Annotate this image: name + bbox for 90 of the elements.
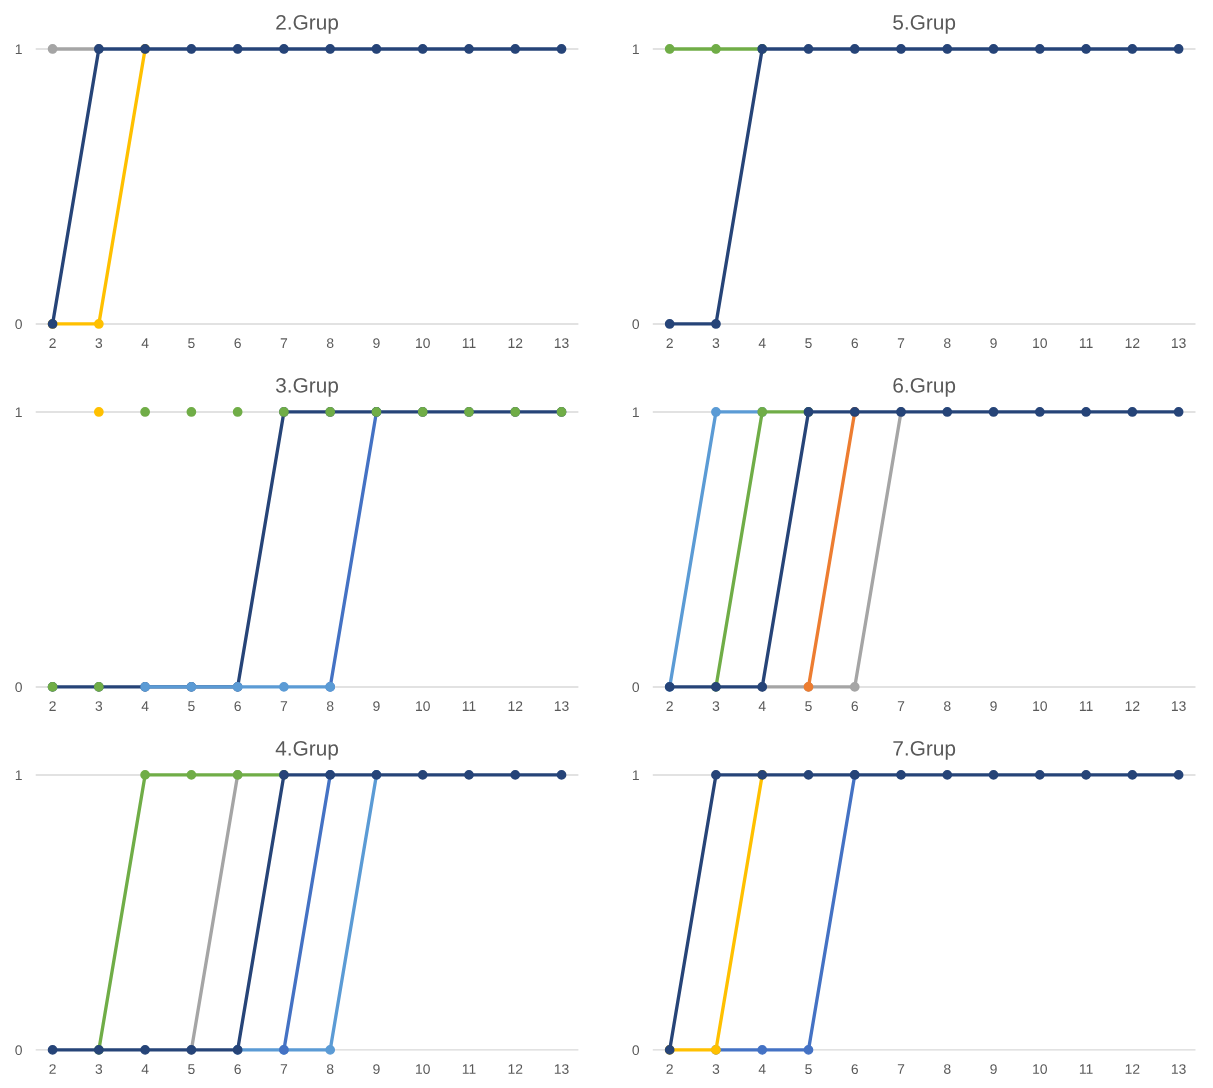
y-tick-label: 0 <box>15 682 22 693</box>
x-tick-label: 12 <box>1125 701 1140 711</box>
x-tick-label: 3 <box>95 338 103 349</box>
x-tick-label: 9 <box>373 701 380 712</box>
x-tick-label: 10 <box>1033 701 1047 712</box>
x-tick-label: 13 <box>1171 701 1186 712</box>
x-tick-label: 8 <box>326 338 334 349</box>
x-tick-label: 11 <box>462 338 476 348</box>
x-tick-label: 7 <box>280 338 288 348</box>
chart-title: 6.Grup <box>893 377 956 397</box>
x-tick-label: 7 <box>280 701 288 711</box>
x-tick-label: 9 <box>990 1064 997 1075</box>
x-tick-label: 13 <box>554 338 569 349</box>
x-tick-label: 9 <box>990 338 997 349</box>
y-tick-label: 0 <box>15 319 22 330</box>
x-tick-label: 8 <box>944 701 951 712</box>
x-tick-label: 12 <box>508 701 523 711</box>
y-tick-label: 1 <box>15 44 22 54</box>
x-tick-label: 8 <box>326 1064 334 1075</box>
x-tick-label: 6 <box>234 701 241 712</box>
x-tick-label: 5 <box>188 1064 195 1075</box>
x-tick-label: 4 <box>758 338 766 348</box>
x-tick-label: 3 <box>95 701 103 712</box>
x-tick-label: 4 <box>758 701 766 711</box>
x-tick-label: 2 <box>49 701 56 711</box>
chart-title: 5.Grup <box>893 14 956 34</box>
x-tick-label: 13 <box>1171 1064 1186 1075</box>
x-tick-label: 6 <box>851 1064 858 1075</box>
x-tick-label: 8 <box>326 701 334 712</box>
y-tick-label: 0 <box>632 319 640 330</box>
x-tick-label: 6 <box>851 701 858 712</box>
x-tick-label: 11 <box>1079 338 1093 348</box>
x-tick-label: 7 <box>897 1064 905 1074</box>
x-tick-label: 4 <box>141 338 149 348</box>
x-tick-label: 2 <box>666 1064 673 1074</box>
x-tick-label: 5 <box>805 1064 812 1075</box>
x-tick-label: 11 <box>1079 1064 1093 1074</box>
x-tick-label: 3 <box>95 1064 103 1075</box>
x-tick-label: 4 <box>141 701 149 711</box>
y-tick-label: 1 <box>632 770 639 780</box>
x-tick-label: 7 <box>280 1064 288 1074</box>
y-tick-label: 0 <box>632 1045 640 1056</box>
x-tick-label: 13 <box>554 701 569 712</box>
x-tick-label: 10 <box>416 338 430 349</box>
x-tick-label: 10 <box>1033 1064 1047 1075</box>
x-tick-label: 13 <box>554 1064 569 1075</box>
y-tick-label: 1 <box>632 407 639 417</box>
x-tick-label: 7 <box>897 701 905 711</box>
x-tick-label: 11 <box>462 701 476 711</box>
x-tick-label: 3 <box>712 701 720 712</box>
x-tick-label: 2 <box>49 338 56 348</box>
x-tick-label: 8 <box>944 1064 951 1075</box>
y-tick-label: 1 <box>15 770 22 780</box>
x-tick-label: 9 <box>373 338 380 349</box>
chart-title: 7.Grup <box>893 740 956 760</box>
y-tick-label: 0 <box>15 1045 22 1056</box>
x-tick-label: 12 <box>1125 1064 1140 1074</box>
x-tick-label: 3 <box>712 338 720 349</box>
x-tick-label: 5 <box>188 701 195 712</box>
x-tick-label: 3 <box>712 1064 720 1075</box>
x-tick-label: 2 <box>666 701 673 711</box>
x-tick-label: 10 <box>416 701 430 712</box>
x-tick-label: 5 <box>805 701 812 712</box>
y-tick-label: 1 <box>15 407 22 417</box>
chart-title: 4.Grup <box>275 740 339 760</box>
x-tick-label: 11 <box>1079 701 1093 711</box>
x-tick-label: 5 <box>188 338 195 349</box>
x-tick-label: 2 <box>666 338 673 348</box>
y-tick-label: 1 <box>632 44 639 54</box>
x-tick-label: 9 <box>373 1064 380 1075</box>
x-tick-label: 2 <box>49 1064 56 1074</box>
x-tick-label: 12 <box>508 1064 523 1074</box>
x-tick-label: 8 <box>944 338 951 349</box>
x-tick-label: 9 <box>990 701 997 712</box>
x-tick-label: 11 <box>462 1064 476 1074</box>
x-tick-label: 6 <box>234 338 241 349</box>
x-tick-label: 10 <box>1033 338 1047 349</box>
x-tick-label: 6 <box>234 1064 241 1075</box>
x-tick-label: 5 <box>805 338 812 349</box>
chart-title: 3.Grup <box>276 377 339 397</box>
x-tick-label: 13 <box>1171 338 1186 349</box>
x-tick-label: 7 <box>897 338 905 348</box>
chart-title: 2.Grup <box>276 14 339 34</box>
x-tick-label: 4 <box>141 1064 149 1074</box>
y-tick-label: 0 <box>632 682 640 693</box>
x-tick-label: 6 <box>851 338 858 349</box>
x-tick-label: 4 <box>758 1064 766 1074</box>
x-tick-label: 12 <box>1125 338 1140 348</box>
x-tick-label: 10 <box>416 1064 430 1075</box>
x-tick-label: 12 <box>508 338 523 348</box>
